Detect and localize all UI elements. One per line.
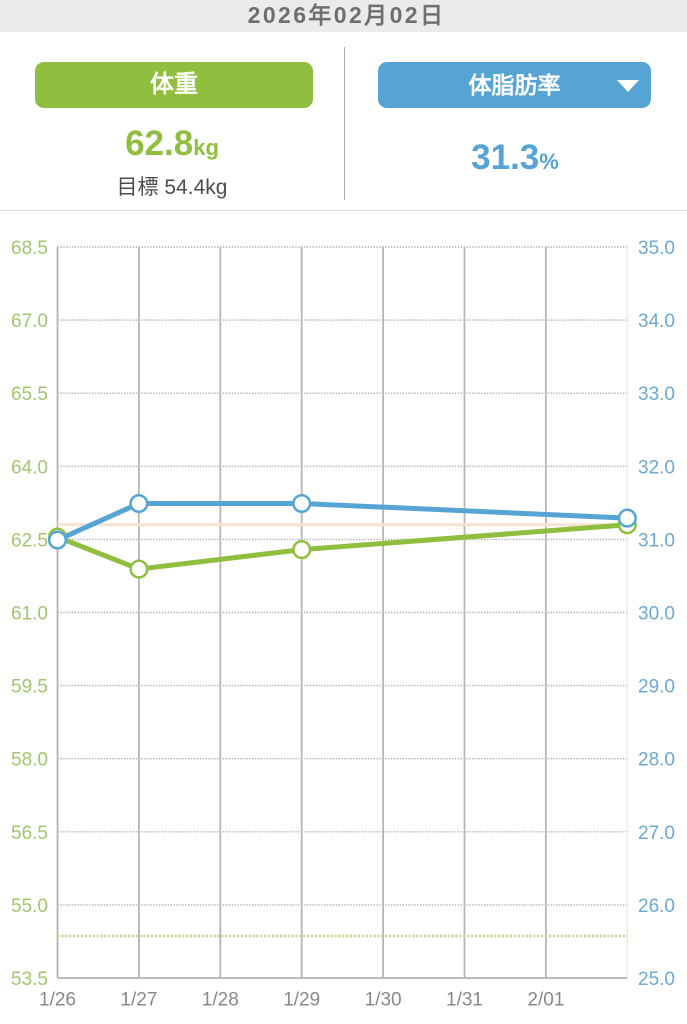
- svg-text:34.0: 34.0: [638, 311, 675, 332]
- svg-text:32.0: 32.0: [638, 457, 675, 478]
- svg-text:1/30: 1/30: [365, 990, 402, 1011]
- svg-text:1/27: 1/27: [120, 990, 157, 1011]
- svg-text:67.0: 67.0: [11, 311, 48, 332]
- svg-text:56.5: 56.5: [11, 823, 48, 844]
- svg-text:35.0: 35.0: [638, 238, 675, 259]
- svg-text:2/01: 2/01: [527, 990, 564, 1011]
- svg-text:61.0: 61.0: [11, 604, 48, 625]
- svg-text:53.5: 53.5: [11, 969, 48, 990]
- svg-text:58.0: 58.0: [11, 750, 48, 771]
- svg-text:26.0: 26.0: [638, 896, 675, 917]
- svg-text:62.5: 62.5: [11, 530, 48, 551]
- svg-text:68.5: 68.5: [11, 238, 48, 259]
- svg-text:25.0: 25.0: [638, 969, 675, 990]
- svg-text:1/28: 1/28: [202, 990, 239, 1011]
- svg-text:59.5: 59.5: [11, 677, 48, 698]
- svg-text:55.0: 55.0: [11, 896, 48, 917]
- svg-text:1/31: 1/31: [446, 990, 483, 1011]
- svg-text:1/26: 1/26: [39, 990, 76, 1011]
- svg-text:65.5: 65.5: [11, 384, 48, 405]
- svg-text:31.0: 31.0: [638, 530, 675, 551]
- svg-text:28.0: 28.0: [638, 750, 675, 771]
- svg-text:27.0: 27.0: [638, 823, 675, 844]
- svg-text:33.0: 33.0: [638, 384, 675, 405]
- svg-text:29.0: 29.0: [638, 677, 675, 698]
- svg-text:30.0: 30.0: [638, 604, 675, 625]
- svg-text:64.0: 64.0: [11, 457, 48, 478]
- svg-text:1/29: 1/29: [283, 990, 320, 1011]
